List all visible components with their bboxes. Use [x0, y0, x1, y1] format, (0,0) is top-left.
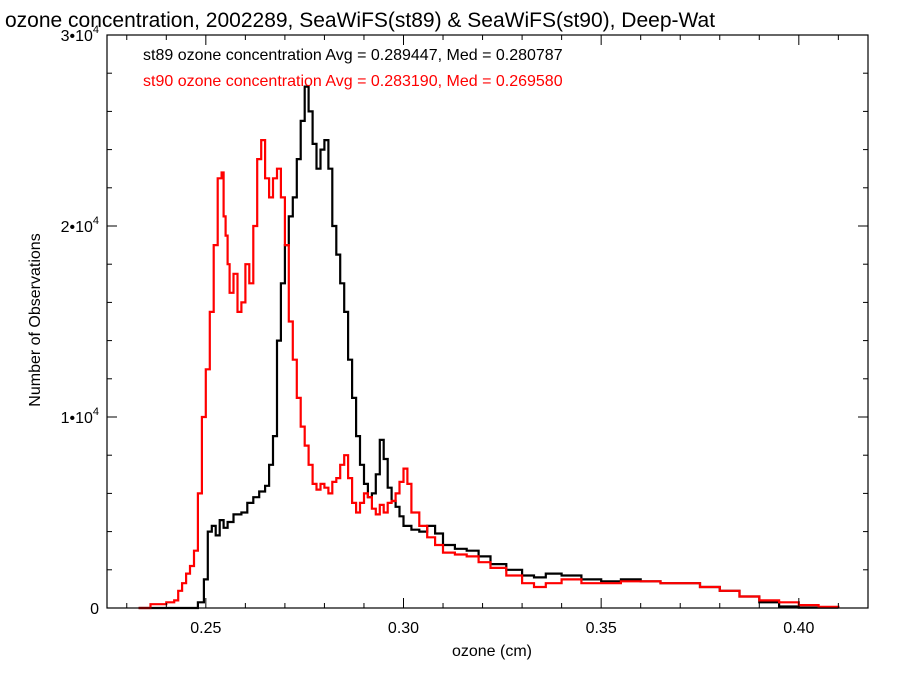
y-tick-exponent: 4	[93, 406, 99, 418]
y-tick-exponent: 4	[93, 215, 99, 227]
x-tick-label: 0.25	[190, 620, 221, 637]
y-axis-label: Number of Observations	[27, 233, 44, 406]
y-tick-label: 2•104	[61, 215, 99, 236]
x-tick-label: 0.40	[783, 620, 814, 637]
series-line-st90	[138, 139, 840, 610]
legend-entry-st89: st89 ozone concentration Avg = 0.289447,…	[143, 47, 563, 64]
axes-layer: 0.25 0.30 0.35 0.40 0 1•104 2•104 3•104	[61, 24, 869, 637]
x-tick-label: 0.35	[586, 620, 617, 637]
plot-frame	[106, 34, 869, 609]
y-tick-exponent: 4	[93, 24, 99, 36]
x-tick-label: 0.30	[388, 620, 419, 637]
chart-title: ozone concentration, 2002289, SeaWiFS(st…	[5, 9, 715, 32]
y-tick-label: 0	[90, 601, 99, 618]
y-tick-label: 3•104	[61, 24, 99, 45]
legend: st89 ozone concentration Avg = 0.289447,…	[143, 47, 563, 90]
series-layer	[138, 85, 840, 610]
x-axis-label: ozone (cm)	[452, 643, 532, 660]
legend-entry-st90: st90 ozone concentration Avg = 0.283190,…	[143, 73, 563, 90]
y-tick-label: 1•104	[61, 406, 99, 427]
series-line-st89	[138, 85, 840, 610]
